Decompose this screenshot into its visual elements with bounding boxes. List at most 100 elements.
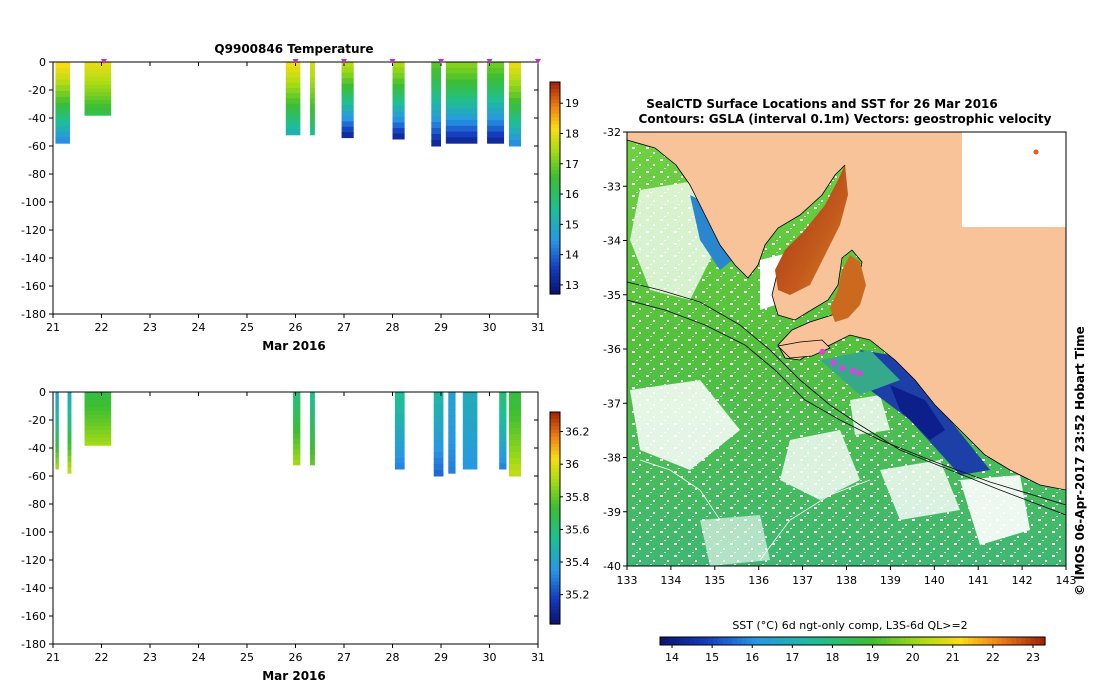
salinity-x-axis: 21 22 23 24 25 26 27 28 29 30 31 [46, 392, 545, 664]
sst-colorbar: 14 15 16 17 18 19 20 21 22 23 [659, 636, 1046, 664]
profile-cell [508, 398, 522, 405]
profile-cell [445, 120, 478, 127]
profile-cell [67, 409, 72, 416]
profile-cell [310, 129, 315, 136]
gsla-contour-2 [627, 299, 1066, 506]
colorbar-cell [550, 290, 560, 295]
colorbar-cell [550, 216, 560, 221]
sst-colorbar-tick-label: 21 [946, 651, 960, 664]
profile-cell [67, 467, 72, 474]
sst-colorbar-cell [1025, 637, 1032, 645]
profile-cell [341, 126, 354, 133]
colorbar-cell [550, 209, 560, 214]
sst-colorbar-cell [929, 637, 935, 645]
profile-cell [431, 134, 441, 141]
profile-cell [394, 419, 405, 426]
profile-cell [67, 455, 72, 463]
colorbar-cell [550, 180, 560, 186]
profile-cell [310, 444, 315, 450]
sst-colorbar-cell [919, 637, 926, 645]
sst-colorbar-tick-label: 17 [785, 651, 799, 664]
sst-colorbar-cell [818, 637, 825, 645]
colorbar-cell [550, 145, 560, 150]
sst-colorbar-cell [746, 637, 753, 645]
profile-cell [445, 91, 478, 98]
y-tick-label: -20 [28, 84, 46, 97]
colorbar-cell [550, 272, 560, 277]
sst-colorbar-cell [722, 637, 728, 645]
profile-cell [394, 452, 405, 459]
profile-cell [310, 423, 315, 429]
profile-8 [448, 392, 456, 474]
profile-cell [445, 108, 478, 115]
sst-colorbar-tick-label: 20 [906, 651, 920, 664]
colorbar-cell [550, 198, 560, 203]
x-tick-label: 31 [531, 651, 545, 664]
map-x-tick-label: 138 [836, 574, 857, 587]
profile-cell [499, 452, 507, 459]
x-tick-label: 26 [289, 651, 303, 664]
map-x-tick-label: 133 [617, 574, 638, 587]
salinity-profiles [55, 392, 522, 477]
map-y-tick-label: -36 [603, 343, 621, 356]
profile-6 [394, 392, 405, 470]
profile-cell [433, 404, 444, 411]
sst-colorbar-cell [852, 637, 858, 645]
colorbar-tick-label: 14 [565, 249, 579, 262]
sst-colorbar-cell [693, 637, 700, 645]
profile-cell [55, 125, 70, 133]
colorbar-cell [550, 510, 560, 516]
sst-colorbar-cell [785, 637, 791, 645]
profile-cell [431, 104, 441, 111]
x-tick-label: 25 [240, 651, 254, 664]
y-tick-label: 0 [39, 386, 46, 399]
profile-cell [67, 403, 72, 410]
profile-9 [487, 62, 505, 144]
profile-cell [394, 403, 405, 409]
profile-cell [462, 425, 478, 431]
sst-colorbar-cell [828, 637, 834, 645]
y-tick-label: -180 [21, 638, 46, 651]
profile-cell [84, 411, 112, 416]
profile-10 [499, 392, 507, 470]
colorbar-cell [550, 230, 560, 235]
profile-cell [55, 102, 70, 109]
inset-marker [1033, 149, 1039, 155]
profile-8 [445, 62, 478, 144]
y-tick-label: -60 [28, 140, 46, 153]
profile-cell [55, 408, 59, 415]
salinity-xlabel: Mar 2016 [262, 669, 326, 683]
profile-cell [392, 73, 405, 79]
seal-surface-locations [819, 348, 863, 377]
profile-cell [462, 463, 478, 470]
profile-cell [55, 397, 59, 404]
colorbar-cell [550, 233, 560, 239]
colorbar-cell [550, 415, 560, 420]
profile-cell [84, 73, 112, 78]
profile-cell [431, 80, 441, 87]
station-marker [100, 59, 107, 64]
map-title: SealCTD Surface Locations and SST for 26… [646, 97, 998, 111]
profile-cell [55, 441, 59, 448]
colorbar-cell [550, 556, 560, 561]
profile-cell [293, 433, 301, 440]
seal-location-dot [856, 370, 863, 377]
profile-cell [487, 102, 505, 109]
map-inset-blank [962, 132, 1066, 227]
profile-cell [433, 392, 444, 399]
profile-cell [293, 449, 301, 455]
profile-cell [285, 124, 301, 131]
colorbar-cell [550, 602, 560, 607]
profile-cell [487, 125, 505, 133]
profile-cell [431, 98, 441, 105]
map-x-axis: 133 134 135 136 137 138 139 140 141 142 143 [617, 566, 1077, 587]
profile-cell [499, 430, 507, 437]
profile-cell [392, 111, 405, 118]
profile-cell [508, 122, 522, 129]
profile-cell [508, 434, 522, 441]
sst-colorbar-cell [939, 637, 945, 645]
colorbar-cell [550, 156, 560, 161]
profile-cell [487, 114, 505, 121]
profile-cell [431, 74, 441, 81]
